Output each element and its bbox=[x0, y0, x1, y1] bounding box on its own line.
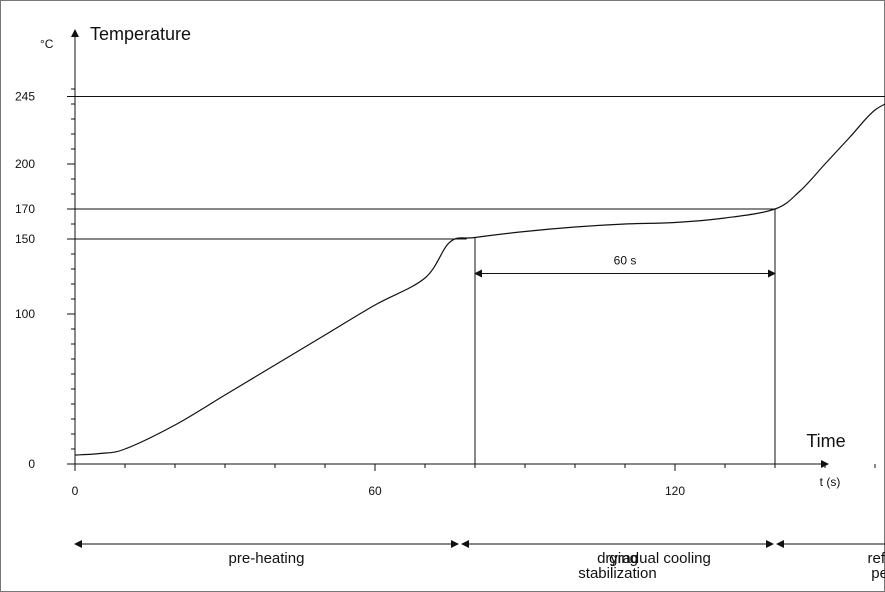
y-axis-unit: °C bbox=[40, 37, 54, 51]
y-tick-label: 0 bbox=[28, 457, 35, 471]
temperature-profile-line bbox=[75, 95, 885, 455]
y-tick-label: 170 bbox=[15, 202, 35, 216]
x-tick-label: 120 bbox=[665, 484, 685, 498]
guide-lines bbox=[75, 97, 885, 465]
phase-label: stabilization bbox=[578, 565, 656, 582]
y-tick-label: 100 bbox=[15, 307, 35, 321]
y-tick-label: 150 bbox=[15, 232, 35, 246]
y-axis-title: Temperature bbox=[90, 24, 191, 44]
temperature-curve bbox=[75, 95, 885, 455]
y-tick-label: 200 bbox=[15, 157, 35, 171]
axes: 0100150170200245°CTemperature06012018024… bbox=[15, 24, 885, 498]
x-tick-label: 60 bbox=[368, 484, 382, 498]
phase-label: peak bbox=[871, 565, 885, 582]
phase-arrows: pre-heatingdryingstabilizationreflowpeak… bbox=[75, 544, 885, 582]
annotations: 60 s bbox=[475, 254, 775, 274]
duration-label: 60 s bbox=[614, 254, 637, 268]
x-axis-title: Time bbox=[806, 431, 845, 451]
x-tick-label: 0 bbox=[72, 484, 79, 498]
y-tick-label: 245 bbox=[15, 90, 35, 104]
x-axis-unit: t (s) bbox=[820, 475, 841, 489]
phase-label: pre-heating bbox=[229, 550, 305, 567]
phase-label: gradual cooling bbox=[609, 550, 711, 567]
